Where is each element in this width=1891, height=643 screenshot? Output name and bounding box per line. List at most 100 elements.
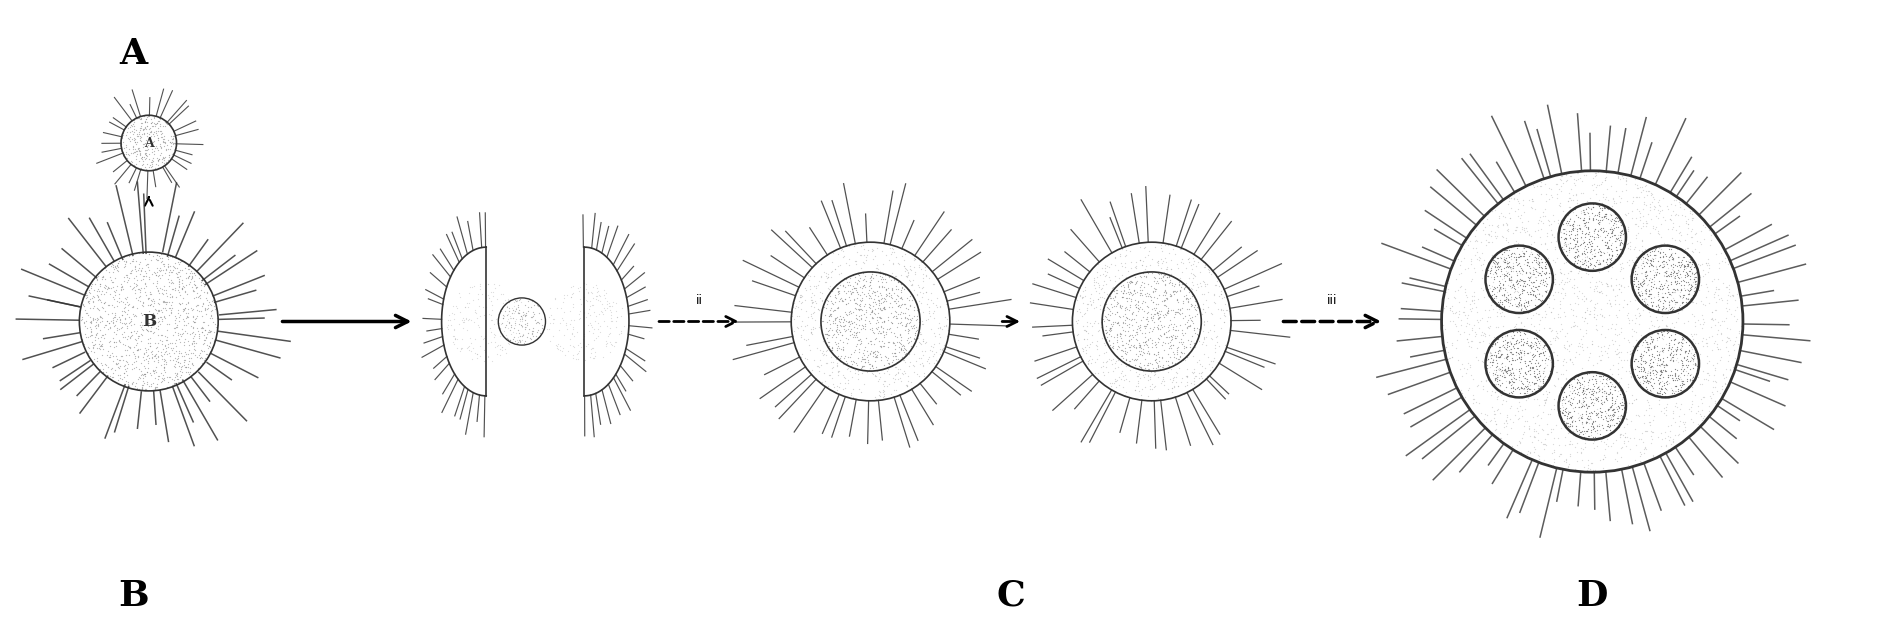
Point <box>1091 356 1121 367</box>
Point <box>1602 234 1632 244</box>
Point <box>1577 430 1607 440</box>
Point <box>147 336 178 346</box>
Point <box>877 338 908 348</box>
Point <box>804 345 834 355</box>
Point <box>134 300 165 310</box>
Point <box>1528 366 1558 376</box>
Point <box>877 283 908 293</box>
Point <box>138 161 168 171</box>
Point <box>881 385 911 395</box>
Point <box>93 284 123 294</box>
Point <box>1505 275 1535 285</box>
Point <box>1660 381 1691 392</box>
Point <box>1091 269 1121 280</box>
Point <box>1199 289 1229 300</box>
Point <box>1454 230 1484 240</box>
Point <box>841 277 872 287</box>
Point <box>1123 369 1154 379</box>
Point <box>1155 288 1186 298</box>
Point <box>1522 341 1553 352</box>
Point <box>855 365 885 376</box>
Point <box>1535 424 1566 434</box>
Point <box>1488 332 1518 342</box>
Point <box>1462 243 1492 253</box>
Point <box>1110 346 1140 356</box>
Point <box>1579 302 1609 312</box>
Point <box>520 335 550 345</box>
Point <box>1668 283 1698 293</box>
Point <box>115 120 146 130</box>
Point <box>1547 397 1577 408</box>
Point <box>1719 345 1749 356</box>
Point <box>1607 442 1638 453</box>
Point <box>533 324 564 334</box>
Point <box>1496 376 1526 386</box>
Point <box>1600 323 1630 334</box>
Point <box>1206 286 1237 296</box>
Point <box>1590 345 1621 356</box>
Point <box>1547 401 1577 412</box>
Point <box>1528 341 1558 351</box>
Point <box>1539 232 1570 242</box>
Point <box>1598 407 1628 417</box>
Point <box>161 345 191 356</box>
Point <box>575 325 605 336</box>
Point <box>157 293 187 303</box>
Point <box>1080 358 1110 368</box>
Point <box>1596 395 1626 405</box>
Point <box>1102 332 1133 343</box>
Point <box>823 385 853 395</box>
Point <box>176 353 206 363</box>
Point <box>1172 380 1203 390</box>
Point <box>1180 373 1210 383</box>
Point <box>125 331 155 341</box>
Point <box>1530 281 1560 291</box>
Point <box>1674 285 1704 296</box>
Point <box>1662 389 1692 399</box>
Point <box>1660 345 1691 355</box>
Point <box>1067 345 1097 355</box>
Point <box>1653 302 1683 312</box>
Point <box>1692 338 1723 349</box>
Point <box>798 307 828 317</box>
Point <box>1679 344 1709 354</box>
Point <box>1573 431 1604 441</box>
Point <box>1511 223 1541 233</box>
Point <box>1161 325 1191 336</box>
Point <box>1609 333 1639 343</box>
Point <box>1622 221 1653 231</box>
Point <box>845 249 876 260</box>
Point <box>1486 208 1517 218</box>
Point <box>582 294 613 305</box>
Point <box>87 274 117 284</box>
Point <box>1585 287 1615 297</box>
Point <box>879 311 910 322</box>
Point <box>1116 262 1146 273</box>
Point <box>1121 262 1152 273</box>
Point <box>1089 314 1119 324</box>
Point <box>112 147 142 157</box>
Point <box>1541 381 1571 392</box>
Point <box>473 338 503 349</box>
Point <box>1617 192 1647 203</box>
Point <box>1501 354 1532 364</box>
Point <box>1588 454 1619 464</box>
Point <box>1541 350 1571 360</box>
Point <box>125 269 155 279</box>
Point <box>83 284 113 294</box>
Point <box>185 352 216 362</box>
Point <box>1494 376 1524 386</box>
Point <box>1431 342 1462 352</box>
Point <box>81 316 112 327</box>
Point <box>110 366 140 376</box>
Point <box>1639 343 1670 354</box>
Point <box>898 311 928 321</box>
Point <box>1666 257 1696 267</box>
Point <box>1628 248 1658 258</box>
Point <box>155 303 185 313</box>
Point <box>450 302 480 312</box>
Point <box>1643 289 1674 299</box>
Point <box>836 361 866 372</box>
Point <box>123 146 153 156</box>
Point <box>1596 246 1626 257</box>
